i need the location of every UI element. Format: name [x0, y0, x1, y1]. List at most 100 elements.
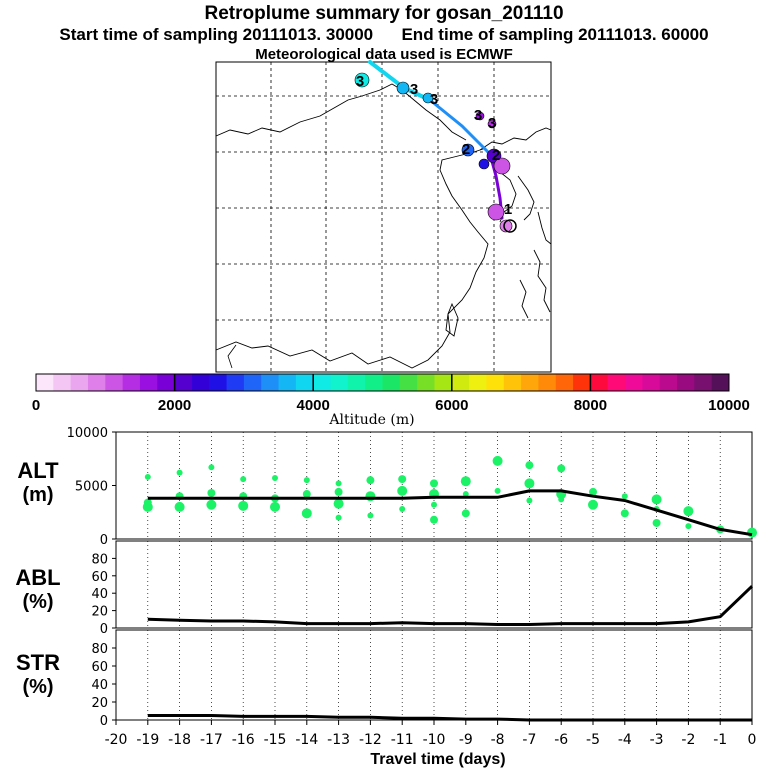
colorbar-swatch: [347, 374, 366, 391]
x-tick-label: -14: [295, 732, 318, 748]
trajectory-marker: [493, 157, 511, 175]
x-tick-label: -8: [491, 732, 505, 748]
plume-point: [431, 501, 437, 508]
x-tick-label: -7: [522, 732, 536, 748]
colorbar-swatch: [53, 374, 72, 391]
plume-point: [176, 469, 183, 476]
coastline: [517, 175, 535, 221]
coastline: [519, 279, 529, 319]
x-tick-label: -17: [200, 732, 223, 748]
y-axis-label: STR: [16, 650, 60, 675]
plume-point: [334, 487, 343, 496]
plume-point: [207, 488, 216, 497]
x-tick-label: -13: [327, 732, 350, 748]
map-label: 2: [462, 141, 470, 158]
border-line: [227, 344, 237, 369]
panel-altitude: 10000 5000 0 ALT(m): [17, 426, 757, 548]
colorbar-swatch: [278, 374, 297, 391]
median-line-str: [147, 714, 752, 722]
x-tick-label: -11: [391, 732, 414, 748]
y-tick-label: 80: [91, 642, 108, 657]
plume-point: [142, 501, 153, 512]
trajectory-marker: [396, 81, 410, 95]
altitude-colorbar: 0 2000 4000 6000 8000 10000 Altitude (m): [32, 373, 750, 428]
y-tick-label: 0: [100, 533, 108, 548]
coastline: [379, 83, 467, 141]
colorbar-tick-label: 4000: [297, 397, 330, 414]
x-tick-label: -18: [168, 732, 191, 748]
colorbar-swatch: [677, 374, 695, 391]
colorbar-swatch: [261, 374, 280, 391]
map-label: 3: [474, 107, 482, 124]
plume-point: [526, 497, 533, 504]
receptor-site-marker: [503, 219, 517, 233]
colorbar-swatch: [607, 374, 626, 391]
panel-str: 80 60 40 20 0 STR(%): [16, 629, 753, 729]
plume-point: [524, 478, 535, 489]
colorbar-swatch: [295, 374, 314, 391]
x-tick-label: -15: [264, 732, 287, 748]
plume-point: [208, 464, 215, 471]
plume-point: [272, 475, 278, 482]
colorbar-swatch: [243, 374, 262, 391]
coastline: [533, 249, 551, 313]
colorbar-swatch: [191, 374, 210, 391]
plume-point: [399, 506, 406, 513]
colorbar-swatch: [313, 374, 332, 391]
colorbar-swatch: [573, 374, 591, 391]
colorbar-swatch: [625, 374, 643, 391]
panel-abl: 80 60 40 20 0 ABL(%): [15, 540, 754, 637]
y-tick-label: 5000: [75, 480, 108, 495]
colorbar-tick-label: 8000: [574, 397, 607, 414]
plume-point: [557, 464, 566, 473]
plume-point: [492, 455, 503, 466]
plume-point: [462, 491, 469, 498]
coastline: [445, 302, 459, 337]
x-tick-label: -3: [650, 732, 664, 748]
plume-point: [620, 509, 629, 518]
colorbar-swatch: [538, 374, 557, 391]
colorbar-swatch: [226, 374, 245, 391]
plume-point: [621, 493, 628, 500]
plume-point: [430, 479, 438, 488]
colorbar-swatch: [70, 374, 89, 391]
median-line-altitude: [147, 489, 753, 537]
sampling-time-line: Start time of sampling 20111013. 30000 E…: [59, 25, 709, 44]
colorbar-tick-label: 6000: [435, 397, 468, 414]
y-axis-label: ALT: [17, 458, 59, 483]
plume-point: [558, 496, 565, 503]
trajectory-marker: [461, 143, 475, 157]
plume-point: [651, 494, 662, 505]
plume-point: [685, 523, 692, 530]
y-tick-label: 40: [91, 678, 108, 693]
colorbar-swatch: [451, 374, 470, 391]
plume-point: [652, 518, 661, 527]
y-axis-unit: (%): [22, 591, 53, 613]
coastline: [215, 89, 381, 137]
plume-point: [367, 512, 374, 519]
x-tick-label: -20: [105, 732, 128, 748]
colorbar-frame: [35, 373, 730, 392]
plume-point: [333, 498, 344, 509]
plume-point: [240, 476, 247, 483]
plume-point: [302, 490, 311, 499]
trajectory-marker: [354, 72, 370, 88]
plume-point: [206, 499, 217, 510]
colorbar-swatch: [174, 374, 193, 391]
colorbar-swatch: [36, 374, 54, 391]
plume-point: [430, 515, 438, 524]
y-axis-unit: (%): [22, 676, 53, 698]
y-tick-label: 20: [91, 696, 108, 711]
x-tick-label: -19: [136, 732, 159, 748]
colorbar-swatch: [365, 374, 383, 391]
plume-point: [683, 506, 694, 517]
plume-point: [589, 487, 597, 496]
plume-point: [398, 475, 407, 484]
colorbar-swatch: [694, 374, 713, 391]
plume-point: [301, 508, 312, 519]
map-label: 3: [430, 91, 438, 108]
plume-point: [335, 514, 342, 521]
y-tick-label: 40: [91, 587, 108, 602]
chart-title: Retroplume summary for gosan_201110: [204, 3, 564, 24]
y-tick-label: 0: [100, 622, 108, 637]
